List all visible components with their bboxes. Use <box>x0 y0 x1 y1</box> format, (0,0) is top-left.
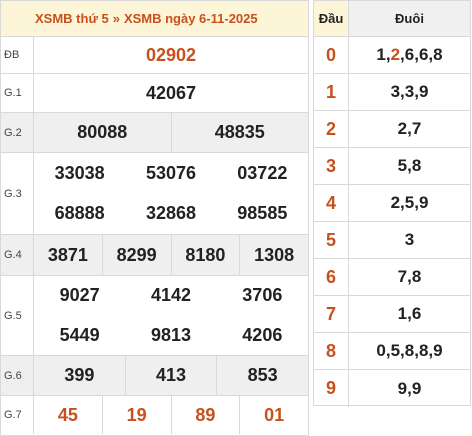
loto-head: 9 <box>314 370 349 407</box>
prize-row-g3: G.3 33038 53076 03722 68888 32868 98585 <box>1 153 308 235</box>
prize-label: G.6 <box>1 356 34 395</box>
prize-row-g4: G.4 3871 8299 8180 1308 <box>1 235 308 276</box>
prize-number: 98585 <box>237 203 288 224</box>
prize-number: 1308 <box>254 244 295 265</box>
loto-row-5: 5 3 <box>314 222 470 259</box>
prize-number: 399 <box>34 356 126 395</box>
loto-row-2: 2 2,7 <box>314 111 470 148</box>
loto-head: 6 <box>314 259 349 295</box>
prize-label: ĐB <box>1 37 34 73</box>
loto-tail: 2,5,9 <box>390 193 429 212</box>
loto-head: 8 <box>314 333 349 369</box>
loto-tail-highlight: 2 <box>390 45 401 64</box>
prize-number: 19 <box>103 396 172 434</box>
results-header: XSMB thứ 5 » XSMB ngày 6-11-2025 <box>1 1 308 37</box>
loto-row-6: 6 7,8 <box>314 259 470 296</box>
prize-number: 3871 <box>34 235 103 275</box>
loto-tail: 1,6 <box>397 304 422 323</box>
loto-header: Đầu Đuôi <box>314 1 470 37</box>
loto-row-1: 1 3,3,9 <box>314 74 470 111</box>
tail-column-title: Đuôi <box>349 1 470 36</box>
loto-row-3: 3 5,8 <box>314 148 470 185</box>
loto-table: Đầu Đuôi 0 1, 2,6,6,8 1 3,3,9 2 2,7 3 5,8… <box>313 0 471 407</box>
prize-label: G.4 <box>1 235 34 275</box>
header-link-weekday[interactable]: XSMB thứ 5 <box>35 11 109 26</box>
prize-number: 8299 <box>103 235 172 275</box>
results-table: XSMB thứ 5 » XSMB ngày 6-11-2025 ĐB 0290… <box>0 0 309 436</box>
prize-label: G.5 <box>1 276 34 355</box>
prize-number: 8180 <box>172 235 241 275</box>
loto-tail: 1, 2,6,6,8 <box>349 37 470 73</box>
loto-tail: 0,5,8,8,9 <box>376 341 443 360</box>
loto-tail: 3,3,9 <box>390 82 429 101</box>
prize-number: 32868 <box>145 203 197 224</box>
prize-row-g2: G.2 80088 48835 <box>1 113 308 153</box>
loto-tail: 2,7 <box>397 119 422 138</box>
prize-number: 89 <box>172 396 241 434</box>
prize-number: 80088 <box>34 113 172 152</box>
loto-row-4: 4 2,5,9 <box>314 185 470 222</box>
header-separator: » <box>112 11 120 26</box>
prize-number: 48835 <box>214 122 265 142</box>
loto-tail: 5,8 <box>397 156 422 175</box>
prize-number: 4142 <box>150 285 192 306</box>
prize-number: 5449 <box>59 324 100 345</box>
loto-tail: 7,8 <box>397 267 422 286</box>
prize-number: 42067 <box>145 82 197 103</box>
prize-number: 853 <box>247 365 278 385</box>
prize-number: 9027 <box>59 285 100 306</box>
loto-row-9: 9 9,9 <box>314 370 470 407</box>
prize-number: 53076 <box>145 162 197 183</box>
prize-label: G.7 <box>1 396 34 434</box>
header-link-date[interactable]: XSMB ngày 6-11-2025 <box>123 11 258 26</box>
loto-head: 2 <box>314 111 349 147</box>
loto-tail-part: ,6,6,8 <box>400 45 443 64</box>
prize-row-db: ĐB 02902 <box>1 37 308 74</box>
prize-number: 45 <box>34 396 103 434</box>
prize-number: 03722 <box>237 162 288 183</box>
prize-label: G.2 <box>1 113 34 152</box>
loto-row-8: 8 0,5,8,8,9 <box>314 333 470 370</box>
prize-number: 413 <box>126 356 218 395</box>
prize-row-g1: G.1 42067 <box>1 74 308 113</box>
prize-number: 33038 <box>54 162 105 183</box>
prize-number: 4206 <box>242 324 283 345</box>
loto-head: 7 <box>314 296 349 332</box>
loto-row-0: 0 1, 2,6,6,8 <box>314 37 470 74</box>
loto-row-7: 7 1,6 <box>314 296 470 333</box>
prize-number: 68888 <box>54 203 105 224</box>
prize-label: G.3 <box>1 153 34 234</box>
loto-tail: 9,9 <box>397 378 422 398</box>
loto-head: 4 <box>314 185 349 221</box>
loto-head: 1 <box>314 74 349 110</box>
loto-tail: 3 <box>404 230 415 249</box>
prize-number: 01 <box>264 404 285 425</box>
prize-label: G.1 <box>1 74 34 112</box>
loto-tail-part: 1, <box>376 45 391 64</box>
prize-number: 9813 <box>150 324 192 345</box>
head-column-title: Đầu <box>314 1 349 36</box>
prize-number: 02902 <box>145 44 197 65</box>
prize-row-g5: G.5 9027 4142 3706 5449 9813 4206 <box>1 276 308 356</box>
prize-row-g7: G.7 45 19 89 01 <box>1 396 308 434</box>
prize-number: 3706 <box>242 285 283 306</box>
loto-head: 3 <box>314 148 349 184</box>
prize-row-g6: G.6 399 413 853 <box>1 356 308 396</box>
loto-head: 0 <box>314 37 349 73</box>
loto-head: 5 <box>314 222 349 258</box>
